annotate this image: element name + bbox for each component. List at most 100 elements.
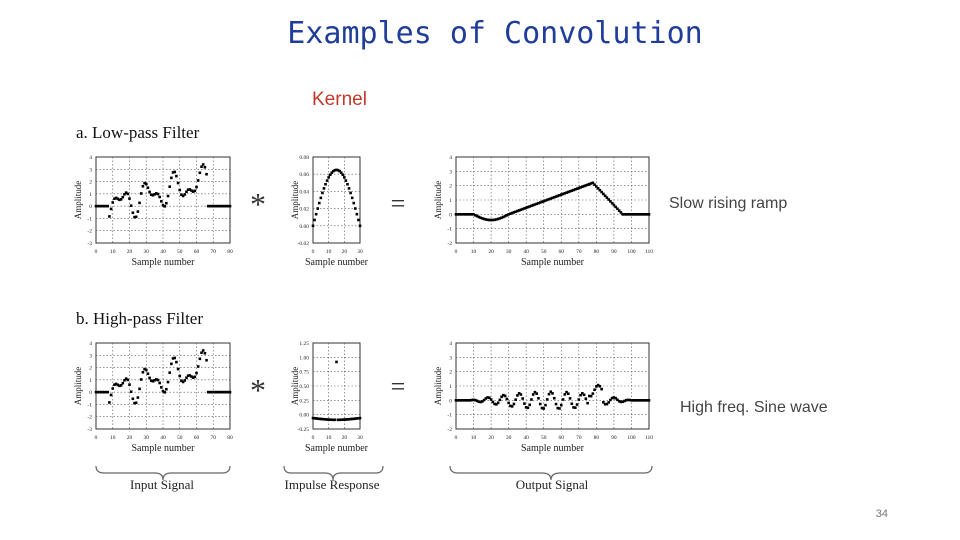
- data-point: [477, 215, 481, 219]
- x-tick-label: 90: [611, 435, 617, 441]
- data-point: [577, 398, 581, 401]
- data-point: [210, 204, 213, 208]
- x-tick-label: 80: [594, 249, 600, 255]
- data-point: [99, 204, 103, 208]
- data-point: [526, 406, 530, 410]
- data-point: [119, 384, 123, 387]
- data-point: [151, 379, 155, 383]
- data-point: [350, 196, 354, 200]
- data-point: [637, 399, 640, 402]
- data-point: [144, 368, 148, 372]
- data-point: [479, 400, 482, 404]
- data-point: [484, 397, 488, 400]
- data-point: [178, 188, 182, 192]
- y-tick-label: 1: [89, 192, 92, 198]
- data-point: [94, 390, 98, 394]
- data-point: [466, 213, 470, 216]
- x-tick-label: 50: [177, 435, 183, 441]
- data-point: [533, 390, 537, 394]
- data-point: [228, 204, 232, 208]
- data-point: [472, 398, 475, 402]
- y-tick-label: 0: [449, 398, 452, 404]
- data-point: [593, 183, 596, 186]
- y-tick-label: 1.00: [299, 355, 309, 361]
- data-point: [605, 402, 609, 406]
- data-point: [148, 376, 151, 380]
- data-point: [454, 399, 458, 402]
- x-tick-label: 60: [559, 249, 565, 255]
- data-point: [482, 398, 486, 402]
- data-point: [558, 407, 561, 410]
- data-point: [626, 398, 630, 402]
- data-point: [349, 417, 352, 421]
- data-point: [475, 399, 479, 403]
- data-point: [596, 187, 600, 190]
- data-point: [215, 390, 218, 394]
- data-point: [211, 390, 215, 394]
- x-tick-label: 100: [627, 435, 636, 441]
- data-point: [568, 190, 572, 193]
- data-point: [458, 399, 461, 402]
- y-tick-label: -0.25: [298, 427, 310, 433]
- data-point: [332, 418, 335, 422]
- y-tick-label: 0: [89, 204, 92, 210]
- data-point: [108, 401, 111, 404]
- data-point: [98, 390, 101, 394]
- y-tick-label: 4: [89, 155, 92, 161]
- data-point: [468, 213, 472, 216]
- data-point: [333, 418, 337, 422]
- data-point: [589, 394, 593, 398]
- y-tick-label: 0: [89, 390, 92, 396]
- x-tick-label: 0: [312, 249, 315, 255]
- data-point: [180, 193, 183, 196]
- y-tick-label: 3: [449, 169, 452, 175]
- data-point: [139, 192, 143, 195]
- data-point: [545, 198, 549, 202]
- data-point: [609, 398, 612, 402]
- data-point: [158, 195, 161, 199]
- data-point: [505, 397, 509, 401]
- y-tick-label: 0.00: [299, 224, 309, 230]
- data-point: [465, 213, 468, 216]
- data-point: [156, 378, 160, 382]
- x-tick-label: 60: [559, 435, 565, 441]
- data-point: [482, 217, 486, 221]
- data-point: [119, 198, 123, 201]
- data-point: [101, 204, 104, 208]
- data-point: [598, 384, 602, 388]
- data-point: [574, 188, 577, 191]
- data-point: [151, 193, 155, 197]
- equals-operator-b: =: [391, 372, 406, 401]
- data-point: [495, 403, 498, 406]
- data-point: [547, 197, 551, 201]
- data-point: [523, 207, 526, 210]
- data-point: [133, 401, 136, 405]
- x-tick-label: 30: [144, 435, 150, 441]
- data-point: [638, 213, 642, 216]
- data-point: [540, 200, 544, 204]
- y-tick-label: 2: [89, 366, 92, 372]
- data-point: [196, 365, 200, 368]
- data-point: [333, 168, 337, 172]
- data-point: [131, 211, 135, 215]
- x-tick-label: 0: [95, 435, 98, 441]
- data-point: [314, 417, 318, 420]
- data-point: [493, 218, 496, 222]
- x-tick-label: 40: [523, 249, 529, 255]
- data-point: [491, 400, 495, 404]
- convolve-operator-b: *: [250, 372, 266, 408]
- data-point: [201, 349, 205, 352]
- data-point: [581, 185, 584, 189]
- data-point: [188, 374, 192, 377]
- data-point: [565, 390, 568, 394]
- data-point: [220, 204, 223, 208]
- data-point: [489, 218, 493, 222]
- x-tick-label: 20: [488, 435, 494, 441]
- data-point: [584, 397, 588, 401]
- x-tick-label: 70: [576, 435, 582, 441]
- data-point: [582, 393, 586, 397]
- data-point: [633, 399, 637, 402]
- data-point: [171, 357, 175, 360]
